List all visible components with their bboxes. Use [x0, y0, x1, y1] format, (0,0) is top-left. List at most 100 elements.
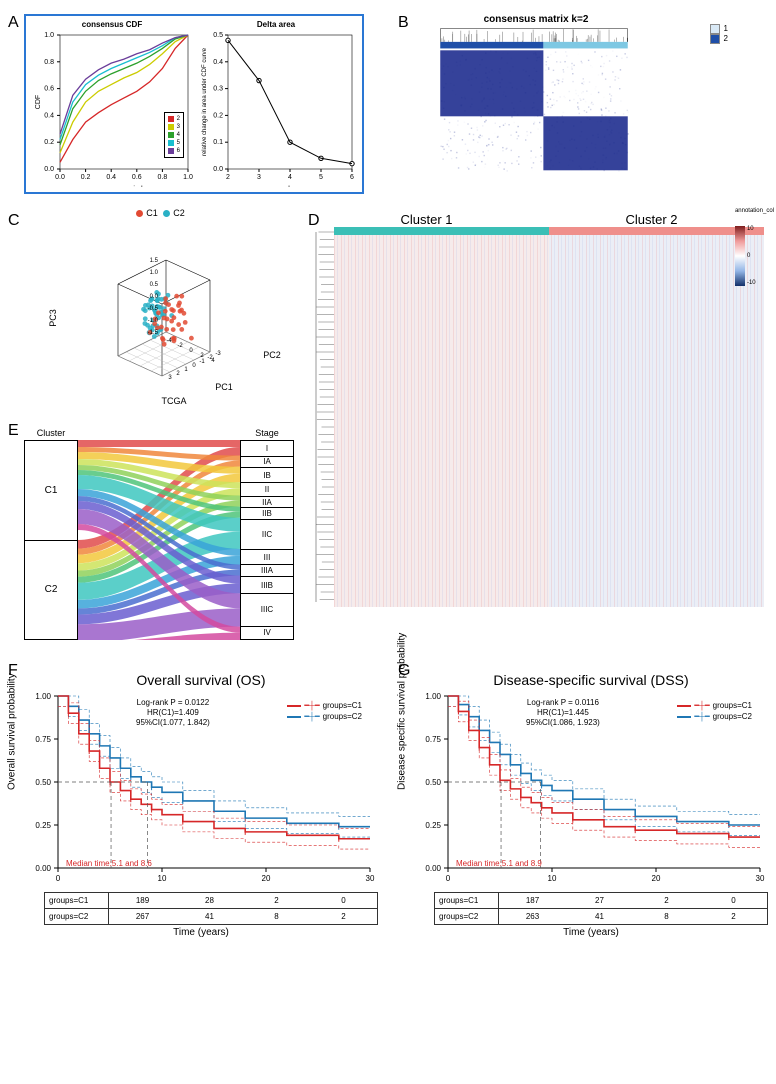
delta-plot: 234560.00.10.20.30.40.5krelative change … [194, 29, 358, 187]
svg-text:PC3: PC3 [48, 309, 58, 327]
heatmap-scale-mid: 0 [747, 253, 756, 259]
svg-text:1.0: 1.0 [183, 174, 193, 181]
svg-text:0.6: 0.6 [132, 174, 142, 181]
heatmap-dendrogram [314, 227, 334, 607]
dss-title: Disease-specific survival (DSS) [406, 672, 776, 688]
svg-text:1.0: 1.0 [150, 270, 159, 276]
cdf-title: consensus CDF [30, 20, 194, 29]
svg-text:30: 30 [366, 874, 375, 883]
svg-text:0.75: 0.75 [425, 735, 441, 744]
heatmap-legend: annotation_col 10 0 -10 [735, 208, 774, 286]
svg-text:0.2: 0.2 [81, 174, 91, 181]
svg-text:-1.5: -1.5 [148, 330, 159, 336]
svg-text:-2: -2 [177, 343, 183, 349]
panel-D: Cluster 1 Cluster 2 annotation_col [314, 208, 764, 628]
dss-legend: ━┼━ groups=C1━┼━ groups=C2 [677, 700, 752, 722]
panel-A: consensus CDF 0.0 0.2 0.4 0.6 0.8 1.0 0.0 0.2 0.… [24, 14, 364, 194]
svg-text:relative change in area under: relative change in area under CDF curve [202, 47, 208, 156]
svg-text:10: 10 [158, 874, 167, 883]
svg-text:CDF: CDF [35, 95, 42, 109]
pca-3d-plot: PC1PC3PC2TCGA-4-2024-1.5-1.0-0.50.00.51.… [24, 218, 294, 408]
svg-text:0.50: 0.50 [35, 778, 51, 787]
svg-text:2: 2 [176, 371, 180, 377]
heatmap-scale-max: 10 [747, 226, 756, 232]
svg-text:2: 2 [226, 174, 230, 181]
svg-text:3: 3 [168, 375, 172, 381]
os-median-text: Median time:5.1 and 8.6 [66, 859, 152, 868]
heatmap-scale-min: -10 [747, 280, 756, 286]
svg-text:0.75: 0.75 [35, 735, 51, 744]
svg-text:PC1: PC1 [215, 382, 233, 392]
heatmap-bar2 [549, 227, 764, 235]
consensus-matrix-title: consensus matrix k=2 [304, 14, 768, 25]
svg-text:0.0: 0.0 [55, 174, 65, 181]
heatmap-legend-title: annotation_col [735, 208, 774, 214]
svg-text:0.4: 0.4 [106, 174, 116, 181]
svg-text:0.6: 0.6 [44, 86, 54, 93]
sankey-flows [78, 440, 240, 640]
label-E: E [8, 422, 19, 440]
os-legend: ━┼━ groups=C1━┼━ groups=C2 [287, 700, 362, 722]
svg-text:0.3: 0.3 [213, 86, 223, 93]
svg-text:0.0: 0.0 [150, 294, 159, 300]
svg-text:0.4: 0.4 [44, 112, 54, 119]
svg-text:0.8: 0.8 [158, 174, 168, 181]
svg-text:-1.0: -1.0 [148, 318, 159, 324]
label-A: A [8, 14, 19, 32]
svg-text:0.2: 0.2 [44, 139, 54, 146]
heatmap-gradient [735, 226, 745, 286]
heatmap-cluster2-label: Cluster 2 [539, 208, 764, 227]
svg-text:0.50: 0.50 [425, 778, 441, 787]
svg-text:5: 5 [319, 174, 323, 181]
svg-text:1: 1 [184, 367, 188, 373]
heatmap-bar1 [334, 227, 549, 235]
svg-text:TCGA: TCGA [161, 396, 186, 406]
consensus-matrix [424, 25, 644, 175]
os-risk-table: groups=C11892820groups=C22674182 [44, 892, 378, 925]
cdf-legend: 23456 [164, 112, 184, 158]
os-ylabel: Overall survival probability [7, 673, 18, 790]
svg-text:-2: -2 [207, 355, 213, 361]
svg-text:0: 0 [192, 363, 196, 369]
svg-text:3: 3 [257, 174, 261, 181]
svg-text:PC2: PC2 [263, 350, 281, 360]
os-hr: HR(C1)=1.409 [136, 708, 210, 718]
svg-text:1.00: 1.00 [425, 692, 441, 701]
svg-text:30: 30 [756, 874, 765, 883]
svg-text:0.5: 0.5 [150, 282, 159, 288]
consensus-legend: 12 [710, 24, 728, 44]
sankey-right-title: Stage [240, 426, 294, 440]
heatmap-body [334, 235, 764, 607]
svg-text:0: 0 [56, 874, 61, 883]
svg-text:-0.5: -0.5 [148, 306, 159, 312]
svg-text:0: 0 [189, 348, 193, 354]
svg-text:4: 4 [288, 174, 292, 181]
svg-text:1.0: 1.0 [44, 32, 54, 39]
dss-median-text: Median time:5.1 and 8.9 [456, 859, 542, 868]
dss-risk-table: groups=C11872720groups=C22634182 [434, 892, 768, 925]
svg-text:10: 10 [548, 874, 557, 883]
sankey-left-title: Cluster [24, 426, 78, 440]
sankey-clusters: C1C2 [24, 440, 78, 640]
svg-text:1.5: 1.5 [150, 258, 159, 264]
heatmap-cluster1-label: Cluster 1 [314, 208, 539, 227]
svg-text:0.1: 0.1 [213, 139, 223, 146]
panel-G: Disease-specific survival (DSS) Disease … [406, 666, 776, 938]
svg-text:-3: -3 [215, 351, 221, 357]
dss-stats: Log-rank P = 0.0116 HR(C1)=1.445 95%CI(1… [526, 698, 600, 728]
svg-text:0.0: 0.0 [213, 166, 223, 173]
cdf-plot: 0.00.20.40.60.81.00.00.20.40.60.81.0cons… [30, 29, 194, 187]
svg-text:20: 20 [262, 874, 271, 883]
svg-text:0.00: 0.00 [35, 864, 51, 873]
svg-text:0.5: 0.5 [213, 32, 223, 39]
os-title: Overall survival (OS) [16, 672, 386, 688]
dss-ci: 95%CI(1.086, 1.923) [526, 718, 600, 728]
pca-legend: C1 C2 [24, 208, 294, 218]
panel-B: consensus matrix k=2 12 [404, 14, 768, 194]
svg-text:1.00: 1.00 [35, 692, 51, 701]
svg-text:-4: -4 [166, 338, 172, 344]
dss-ylabel: Disease specific survival probability [397, 633, 408, 790]
svg-text:0.0: 0.0 [44, 166, 54, 173]
svg-text:0.2: 0.2 [213, 112, 223, 119]
svg-text:0.00: 0.00 [425, 864, 441, 873]
